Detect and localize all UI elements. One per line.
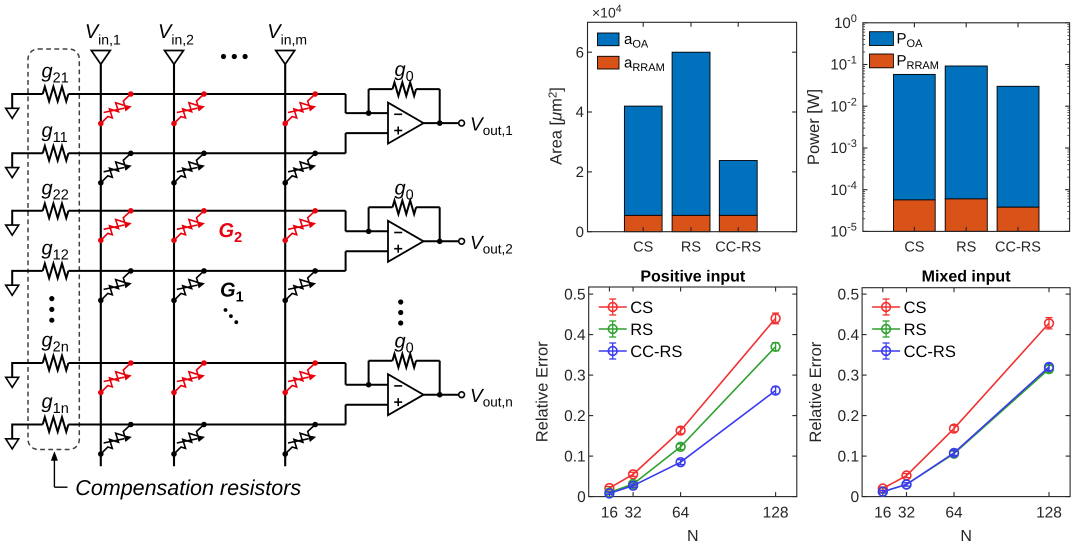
svg-text:Relative Error: Relative Error	[534, 341, 552, 442]
svg-text:100: 100	[834, 13, 857, 32]
svg-text:Positive input: Positive input	[640, 269, 746, 286]
svg-text:0.4: 0.4	[838, 327, 860, 344]
svg-text:CS: CS	[633, 240, 653, 256]
svg-text:G2: G2	[219, 220, 243, 246]
svg-text:0: 0	[850, 489, 859, 506]
svg-text:aOA: aOA	[624, 31, 649, 51]
svg-text:RS: RS	[681, 240, 701, 256]
svg-text:g2n: g2n	[42, 330, 69, 356]
svg-text:Area [μm2]: Area [μm2]	[548, 87, 566, 165]
svg-text:10-2: 10-2	[830, 96, 856, 115]
svg-text:4: 4	[576, 104, 584, 121]
svg-text:g22: g22	[42, 177, 69, 203]
svg-text:CS: CS	[630, 299, 653, 317]
svg-text:RS: RS	[904, 321, 927, 339]
svg-text:Mixed input: Mixed input	[922, 269, 1012, 286]
svg-text:G1: G1	[220, 280, 244, 306]
svg-text:CS: CS	[904, 240, 924, 256]
svg-text:PRRAM: PRRAM	[897, 53, 939, 73]
svg-text:g0: g0	[395, 177, 414, 203]
svg-text:6: 6	[576, 44, 584, 61]
svg-text:32: 32	[898, 505, 915, 522]
svg-text:128: 128	[763, 505, 789, 522]
svg-text:0.5: 0.5	[838, 287, 860, 304]
svg-text:CC-RS: CC-RS	[904, 343, 956, 361]
svg-text:0.2: 0.2	[564, 408, 586, 425]
svg-text:32: 32	[624, 505, 641, 522]
svg-text:10-1: 10-1	[830, 55, 856, 74]
svg-text:RS: RS	[630, 321, 653, 339]
svg-text:0.1: 0.1	[564, 449, 586, 466]
svg-text:CC-RS: CC-RS	[715, 240, 761, 256]
svg-text:128: 128	[1036, 505, 1062, 522]
svg-text:N: N	[687, 528, 699, 545]
svg-text:Relative Error: Relative Error	[807, 341, 825, 442]
svg-text:Compensation resistors: Compensation resistors	[75, 476, 301, 500]
svg-text:0.3: 0.3	[838, 368, 860, 385]
svg-text:g0: g0	[395, 59, 414, 85]
svg-text:Vin,2: Vin,2	[158, 21, 194, 48]
svg-text:0: 0	[577, 489, 586, 506]
svg-text:0.1: 0.1	[838, 449, 860, 466]
svg-text:aRRAM: aRRAM	[624, 54, 665, 74]
svg-text:CC-RS: CC-RS	[995, 240, 1041, 256]
svg-text:g11: g11	[42, 120, 68, 146]
svg-text:Vout,2: Vout,2	[470, 233, 513, 256]
svg-text:Vout,1: Vout,1	[470, 115, 513, 139]
svg-text:0.5: 0.5	[564, 287, 586, 304]
svg-text:×104: ×104	[592, 3, 622, 21]
svg-text:g0: g0	[395, 331, 414, 357]
svg-text:Vout,n: Vout,n	[470, 386, 513, 410]
svg-text:2: 2	[576, 164, 584, 181]
svg-text:0.4: 0.4	[564, 327, 586, 344]
svg-text:16: 16	[874, 505, 891, 522]
svg-text:g1n: g1n	[42, 391, 69, 417]
svg-text:CS: CS	[904, 299, 927, 317]
svg-text:Vin,m: Vin,m	[267, 21, 307, 48]
svg-text:10-3: 10-3	[830, 138, 856, 157]
svg-text:10-4: 10-4	[830, 180, 856, 199]
svg-text:64: 64	[945, 505, 963, 522]
svg-text:0.2: 0.2	[838, 408, 860, 425]
svg-text:0: 0	[576, 224, 584, 241]
svg-text:64: 64	[672, 505, 690, 522]
svg-text:0.3: 0.3	[564, 368, 586, 385]
svg-text:POA: POA	[897, 30, 924, 50]
svg-text:N: N	[960, 528, 972, 545]
svg-text:10-5: 10-5	[830, 222, 856, 241]
svg-text:16: 16	[601, 505, 618, 522]
svg-text:Power [W]: Power [W]	[805, 89, 823, 165]
svg-text:g12: g12	[42, 237, 69, 263]
svg-text:RS: RS	[956, 240, 976, 256]
svg-text:CC-RS: CC-RS	[630, 343, 682, 361]
svg-text:g21: g21	[42, 61, 69, 87]
svg-text:Vin,1: Vin,1	[85, 21, 121, 48]
